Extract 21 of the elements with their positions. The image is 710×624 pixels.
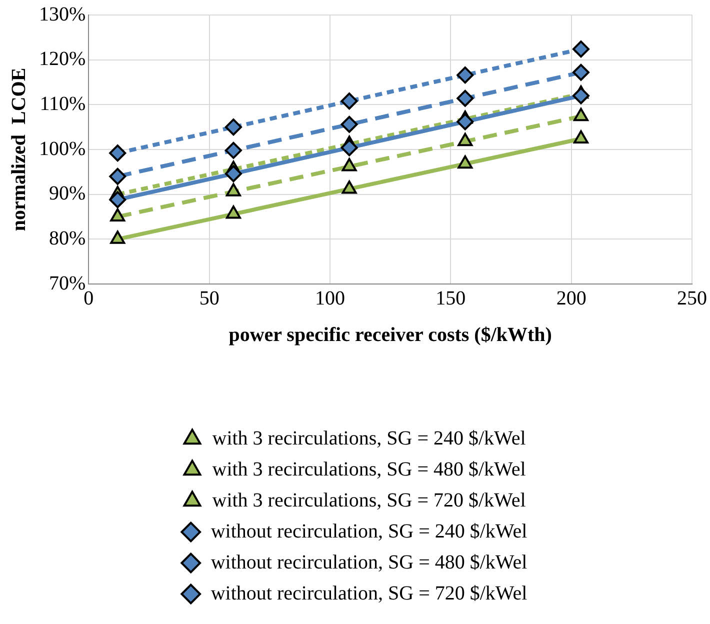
y-tick-label: 90%: [48, 182, 86, 205]
y-axis-title: normalized LCOE: [8, 68, 30, 232]
x-tick-label: 150: [436, 287, 466, 310]
x-tick-label: 100: [314, 287, 345, 310]
y-tick-label: 120%: [38, 48, 86, 70]
legend-label: with 3 recirculations, SG = 720 $/kWel: [212, 489, 526, 512]
y-tick-label: 110%: [40, 92, 86, 115]
legend-label: without recirculation, SG = 480 $/kWel: [210, 551, 528, 574]
legend-label: without recirculation, SG = 240 $/kWel: [210, 520, 528, 542]
x-axis-title: power specific receiver costs ($/kWth): [228, 324, 552, 346]
x-tick-label: 250: [677, 287, 707, 310]
y-tick-label: 70%: [48, 272, 86, 294]
y-tick-label: 80%: [48, 227, 86, 250]
x-tick-label: 50: [199, 287, 220, 310]
legend-label: with 3 recirculations, SG = 240 $/kWel: [212, 427, 526, 450]
x-tick-label: 200: [556, 287, 586, 310]
legend-label: without recirculation, SG = 720 $/kWel: [210, 582, 528, 604]
x-tick-label: 0: [84, 287, 94, 310]
legend-label: with 3 recirculations, SG = 480 $/kWel: [212, 458, 526, 480]
y-tick-label: 130%: [38, 3, 86, 26]
y-tick-label: 100%: [38, 138, 86, 160]
